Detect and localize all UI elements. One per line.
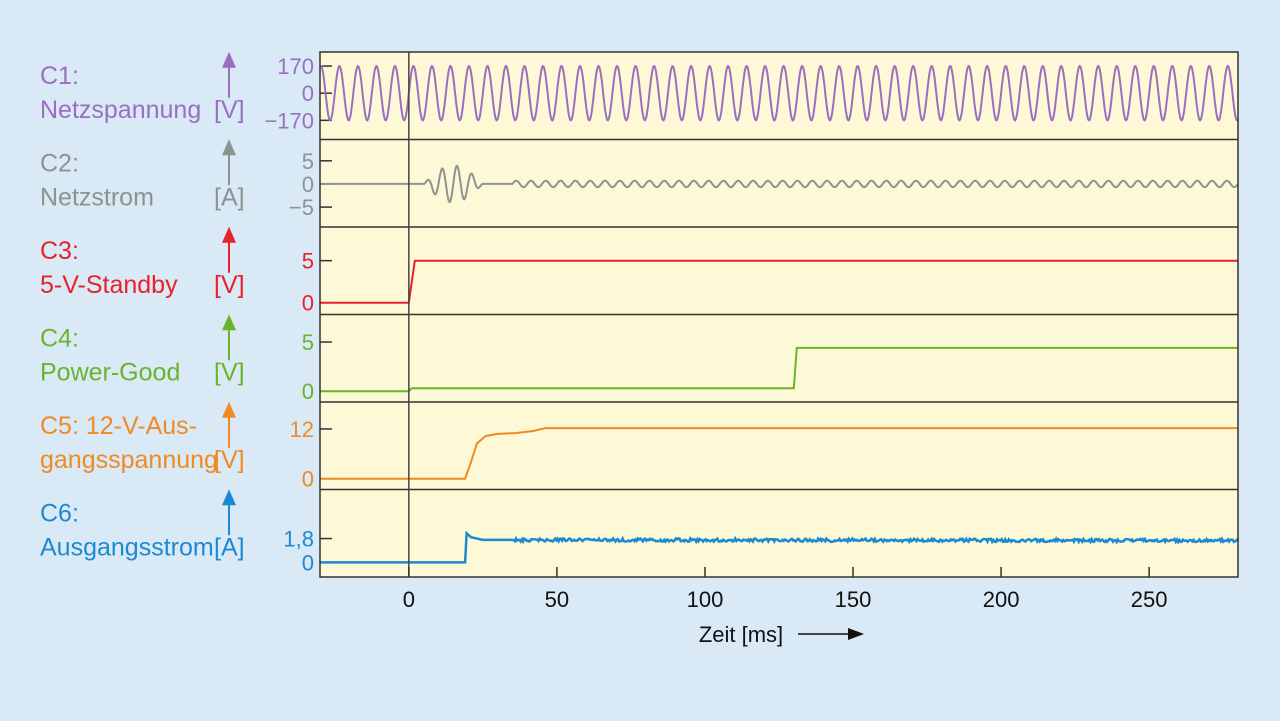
x-tick-label: 0 xyxy=(403,587,415,612)
y-tick-label: 0 xyxy=(302,550,314,575)
x-axis-title: Zeit [ms] xyxy=(699,622,783,647)
y-tick-label: 0 xyxy=(302,379,314,404)
y-tick-label: 0 xyxy=(302,467,314,492)
up-arrow-icon xyxy=(222,139,236,155)
channel-label-C3: C3: xyxy=(40,237,79,265)
y-tick-label: 5 xyxy=(302,330,314,355)
up-arrow-icon xyxy=(222,402,236,418)
y-tick-label: 12 xyxy=(290,417,314,442)
x-tick-label: 50 xyxy=(545,587,569,612)
y-tick-label: 170 xyxy=(277,54,314,79)
channel-label-C5: C5: 12-V-Aus- xyxy=(40,412,197,440)
channel-label-C4: C4: xyxy=(40,324,79,352)
y-tick-label: 5 xyxy=(302,149,314,174)
y-tick-label: −5 xyxy=(289,195,314,220)
multi-channel-timing-chart: C1:Netzspannung [V]1700−170C2:Netzstrom [A… xyxy=(0,0,1280,721)
unit-label-C3: [V] xyxy=(214,271,245,299)
channel-name-C5: gangsspannung xyxy=(40,446,218,474)
y-tick-label: 0 xyxy=(302,172,314,197)
up-arrow-icon xyxy=(222,52,236,68)
unit-label-C1: [V] xyxy=(214,96,245,124)
x-tick-label: 150 xyxy=(835,587,872,612)
channel-name-C3: 5-V-Standby xyxy=(40,271,178,299)
up-arrow-icon xyxy=(222,314,236,330)
y-tick-label: 0 xyxy=(302,81,314,106)
unit-label-C5: [V] xyxy=(214,446,245,474)
y-tick-label: 0 xyxy=(302,291,314,316)
x-tick-label: 100 xyxy=(687,587,724,612)
y-tick-label: −170 xyxy=(264,108,314,133)
up-arrow-icon xyxy=(222,489,236,505)
up-arrow-icon xyxy=(222,227,236,243)
y-tick-label: 1,8 xyxy=(283,527,314,552)
channel-name-C6: Ausgangsstrom xyxy=(40,533,214,561)
channel-name-C4: Power-Good xyxy=(40,358,180,386)
channel-label-C1: C1: xyxy=(40,62,79,90)
channel-name-C2: Netzstrom xyxy=(40,183,154,211)
channel-name-C1: Netzspannung xyxy=(40,96,201,124)
channel-label-C6: C6: xyxy=(40,499,79,527)
unit-label-C6: [A] xyxy=(214,533,245,561)
right-arrow-icon xyxy=(848,628,864,640)
x-tick-label: 200 xyxy=(983,587,1020,612)
unit-label-C4: [V] xyxy=(214,358,245,386)
y-tick-label: 5 xyxy=(302,249,314,274)
x-tick-label: 250 xyxy=(1131,587,1168,612)
channel-label-C2: C2: xyxy=(40,149,79,177)
unit-label-C2: [A] xyxy=(214,183,245,211)
